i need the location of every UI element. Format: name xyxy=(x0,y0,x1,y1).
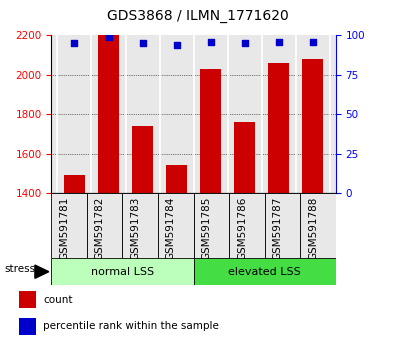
Point xyxy=(275,39,282,45)
Text: GSM591785: GSM591785 xyxy=(201,196,211,259)
Bar xyxy=(200,69,221,193)
Point xyxy=(207,39,214,45)
Bar xyxy=(158,193,194,258)
Bar xyxy=(132,126,153,193)
Text: GSM591787: GSM591787 xyxy=(273,196,282,259)
Bar xyxy=(87,193,122,258)
Text: elevated LSS: elevated LSS xyxy=(228,267,301,277)
Bar xyxy=(194,258,336,285)
Bar xyxy=(64,175,85,193)
Point xyxy=(105,34,112,40)
Bar xyxy=(194,193,229,258)
Text: stress: stress xyxy=(4,264,35,274)
Text: GSM591782: GSM591782 xyxy=(95,196,105,259)
Text: GSM591783: GSM591783 xyxy=(130,196,140,259)
Text: GSM591784: GSM591784 xyxy=(166,196,176,259)
Text: GSM591781: GSM591781 xyxy=(59,196,69,259)
Bar xyxy=(268,63,289,193)
Bar xyxy=(98,35,119,193)
Text: GSM591788: GSM591788 xyxy=(308,196,318,259)
Text: GDS3868 / ILMN_1771620: GDS3868 / ILMN_1771620 xyxy=(107,9,288,23)
Point xyxy=(173,42,180,48)
Bar xyxy=(234,122,255,193)
Bar xyxy=(265,193,300,258)
Text: GSM591786: GSM591786 xyxy=(237,196,247,259)
Bar xyxy=(166,165,187,193)
Point xyxy=(241,40,248,46)
Bar xyxy=(19,318,36,335)
Point xyxy=(139,40,146,46)
Text: percentile rank within the sample: percentile rank within the sample xyxy=(43,321,219,331)
Text: count: count xyxy=(43,295,73,305)
Bar xyxy=(51,193,87,258)
Point xyxy=(309,39,316,45)
Bar xyxy=(51,258,194,285)
Polygon shape xyxy=(35,265,49,278)
Bar xyxy=(122,193,158,258)
Bar xyxy=(229,193,265,258)
Text: normal LSS: normal LSS xyxy=(91,267,154,277)
Bar xyxy=(19,291,36,308)
Bar xyxy=(303,59,323,193)
Bar xyxy=(300,193,336,258)
Point xyxy=(71,40,78,46)
